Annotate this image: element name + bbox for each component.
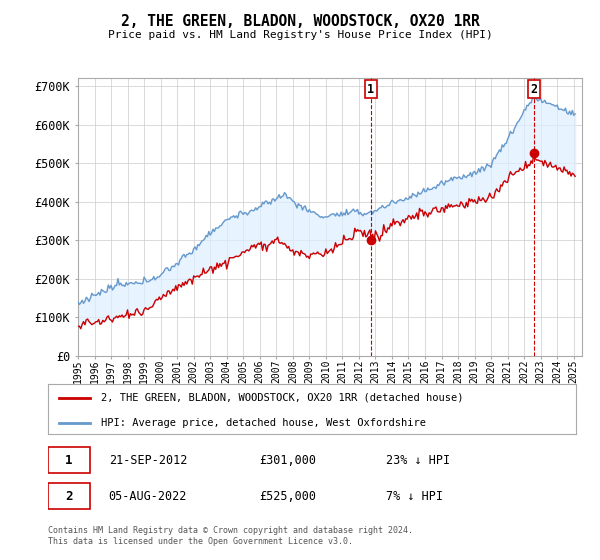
Text: 2: 2: [530, 82, 538, 96]
Text: 2, THE GREEN, BLADON, WOODSTOCK, OX20 1RR (detached house): 2, THE GREEN, BLADON, WOODSTOCK, OX20 1R…: [101, 393, 463, 403]
Text: HPI: Average price, detached house, West Oxfordshire: HPI: Average price, detached house, West…: [101, 418, 426, 428]
Text: 23% ↓ HPI: 23% ↓ HPI: [386, 454, 450, 466]
Text: 1: 1: [65, 454, 73, 466]
FancyBboxPatch shape: [48, 483, 90, 509]
Text: Price paid vs. HM Land Registry's House Price Index (HPI): Price paid vs. HM Land Registry's House …: [107, 30, 493, 40]
FancyBboxPatch shape: [48, 447, 90, 473]
Text: 2, THE GREEN, BLADON, WOODSTOCK, OX20 1RR: 2, THE GREEN, BLADON, WOODSTOCK, OX20 1R…: [121, 14, 479, 29]
Text: £301,000: £301,000: [259, 454, 316, 466]
Text: 1: 1: [367, 82, 374, 96]
Text: 2: 2: [65, 490, 73, 503]
Text: Contains HM Land Registry data © Crown copyright and database right 2024.
This d: Contains HM Land Registry data © Crown c…: [48, 526, 413, 546]
Text: £525,000: £525,000: [259, 490, 316, 503]
Text: 05-AUG-2022: 05-AUG-2022: [109, 490, 187, 503]
Text: 7% ↓ HPI: 7% ↓ HPI: [386, 490, 443, 503]
Text: 21-SEP-2012: 21-SEP-2012: [109, 454, 187, 466]
